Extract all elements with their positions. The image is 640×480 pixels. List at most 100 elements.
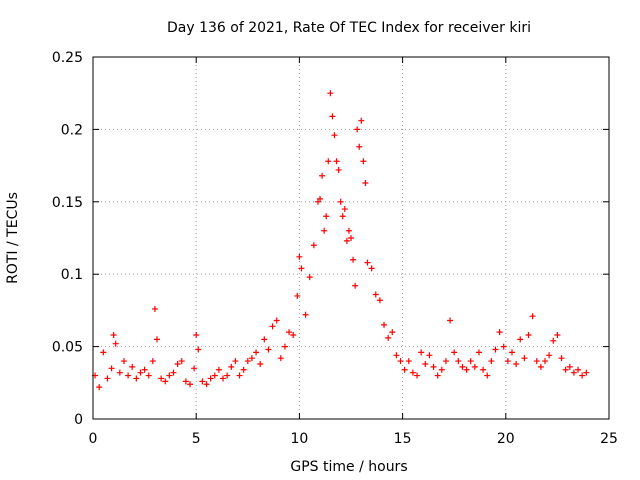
data-point: [475, 349, 482, 356]
x-tick-label: 0: [89, 431, 98, 447]
data-point: [145, 372, 152, 379]
data-point: [321, 227, 328, 234]
data-point: [352, 282, 359, 289]
data-point: [579, 372, 586, 379]
data-point: [261, 336, 268, 343]
data-point: [381, 321, 388, 328]
data-point: [360, 158, 367, 165]
data-point: [193, 332, 200, 339]
data-point: [323, 213, 330, 220]
data-point: [471, 363, 478, 370]
data-point: [149, 358, 156, 365]
grid: [93, 57, 609, 419]
data-point: [178, 358, 185, 365]
data-point: [566, 363, 573, 370]
data-point: [488, 358, 495, 365]
data-point: [325, 158, 332, 165]
data-point: [533, 358, 540, 365]
data-point: [372, 291, 379, 298]
y-tick-label: 0.05: [52, 340, 83, 356]
data-point: [158, 375, 165, 382]
data-point: [310, 242, 317, 249]
data-point: [133, 375, 140, 382]
data-point: [296, 253, 303, 260]
data-point: [331, 132, 338, 139]
data-point: [170, 369, 177, 376]
axis-ticks: 0 5 10 15 20 25 0 0.05 0.1 0.15 0.2 0.25: [52, 50, 618, 447]
data-point: [306, 274, 313, 281]
data-point: [542, 358, 549, 365]
data-point: [354, 126, 361, 133]
x-tick-label: 25: [600, 431, 618, 447]
y-tick-label: 0.25: [52, 50, 83, 66]
data-point: [137, 369, 144, 376]
data-point: [442, 358, 449, 365]
data-point: [337, 198, 344, 205]
data-point: [174, 360, 181, 367]
x-tick-label: 20: [497, 431, 515, 447]
data-point: [329, 113, 336, 120]
data-point: [203, 381, 210, 388]
data-point: [362, 179, 369, 186]
data-point: [426, 352, 433, 359]
x-tick-label: 10: [290, 431, 308, 447]
data-point: [298, 265, 305, 272]
data-point: [513, 360, 520, 367]
data-point: [537, 363, 544, 370]
data-point: [110, 332, 117, 339]
data-point: [451, 349, 458, 356]
data-point: [484, 372, 491, 379]
data-point: [273, 317, 280, 324]
data-point: [232, 358, 239, 365]
data-point: [575, 366, 582, 373]
data-point: [166, 372, 173, 379]
data-point: [327, 90, 334, 97]
y-tick-label: 0.2: [61, 122, 83, 138]
data-point: [302, 311, 309, 318]
data-point: [418, 349, 425, 356]
data-point: [405, 358, 412, 365]
data-point: [546, 352, 553, 359]
data-point: [455, 358, 462, 365]
data-point: [438, 366, 445, 373]
data-point: [562, 366, 569, 373]
data-point: [492, 346, 499, 353]
data-point: [100, 349, 107, 356]
data-point: [350, 256, 357, 263]
data-point: [358, 117, 365, 124]
data-point: [583, 369, 590, 376]
data-point: [570, 369, 577, 376]
data-point: [116, 369, 123, 376]
data-point: [269, 323, 276, 330]
data-point: [236, 372, 243, 379]
data-point: [112, 340, 119, 347]
data-point: [480, 366, 487, 373]
data-point: [517, 336, 524, 343]
data-point: [504, 358, 511, 365]
data-point: [240, 366, 247, 373]
data-point: [96, 384, 103, 391]
data-point: [129, 363, 136, 370]
data-point: [368, 265, 375, 272]
data-point: [257, 360, 264, 367]
data-point: [401, 366, 408, 373]
data-point: [508, 349, 515, 356]
data-point: [343, 237, 350, 244]
data-point: [151, 305, 158, 312]
data-point: [253, 349, 260, 356]
data-point: [521, 355, 528, 362]
data-point: [220, 375, 227, 382]
data-point: [153, 336, 160, 343]
data-point: [162, 378, 169, 385]
y-axis-label: ROTI / TECUs: [5, 192, 21, 284]
data-point: [182, 378, 189, 385]
data-point: [191, 365, 198, 372]
data-point: [345, 227, 352, 234]
data-point: [265, 346, 272, 353]
data-point: [244, 358, 251, 365]
data-point: [529, 313, 536, 320]
data-point: [211, 372, 218, 379]
data-point: [215, 366, 222, 373]
data-point: [108, 365, 115, 372]
